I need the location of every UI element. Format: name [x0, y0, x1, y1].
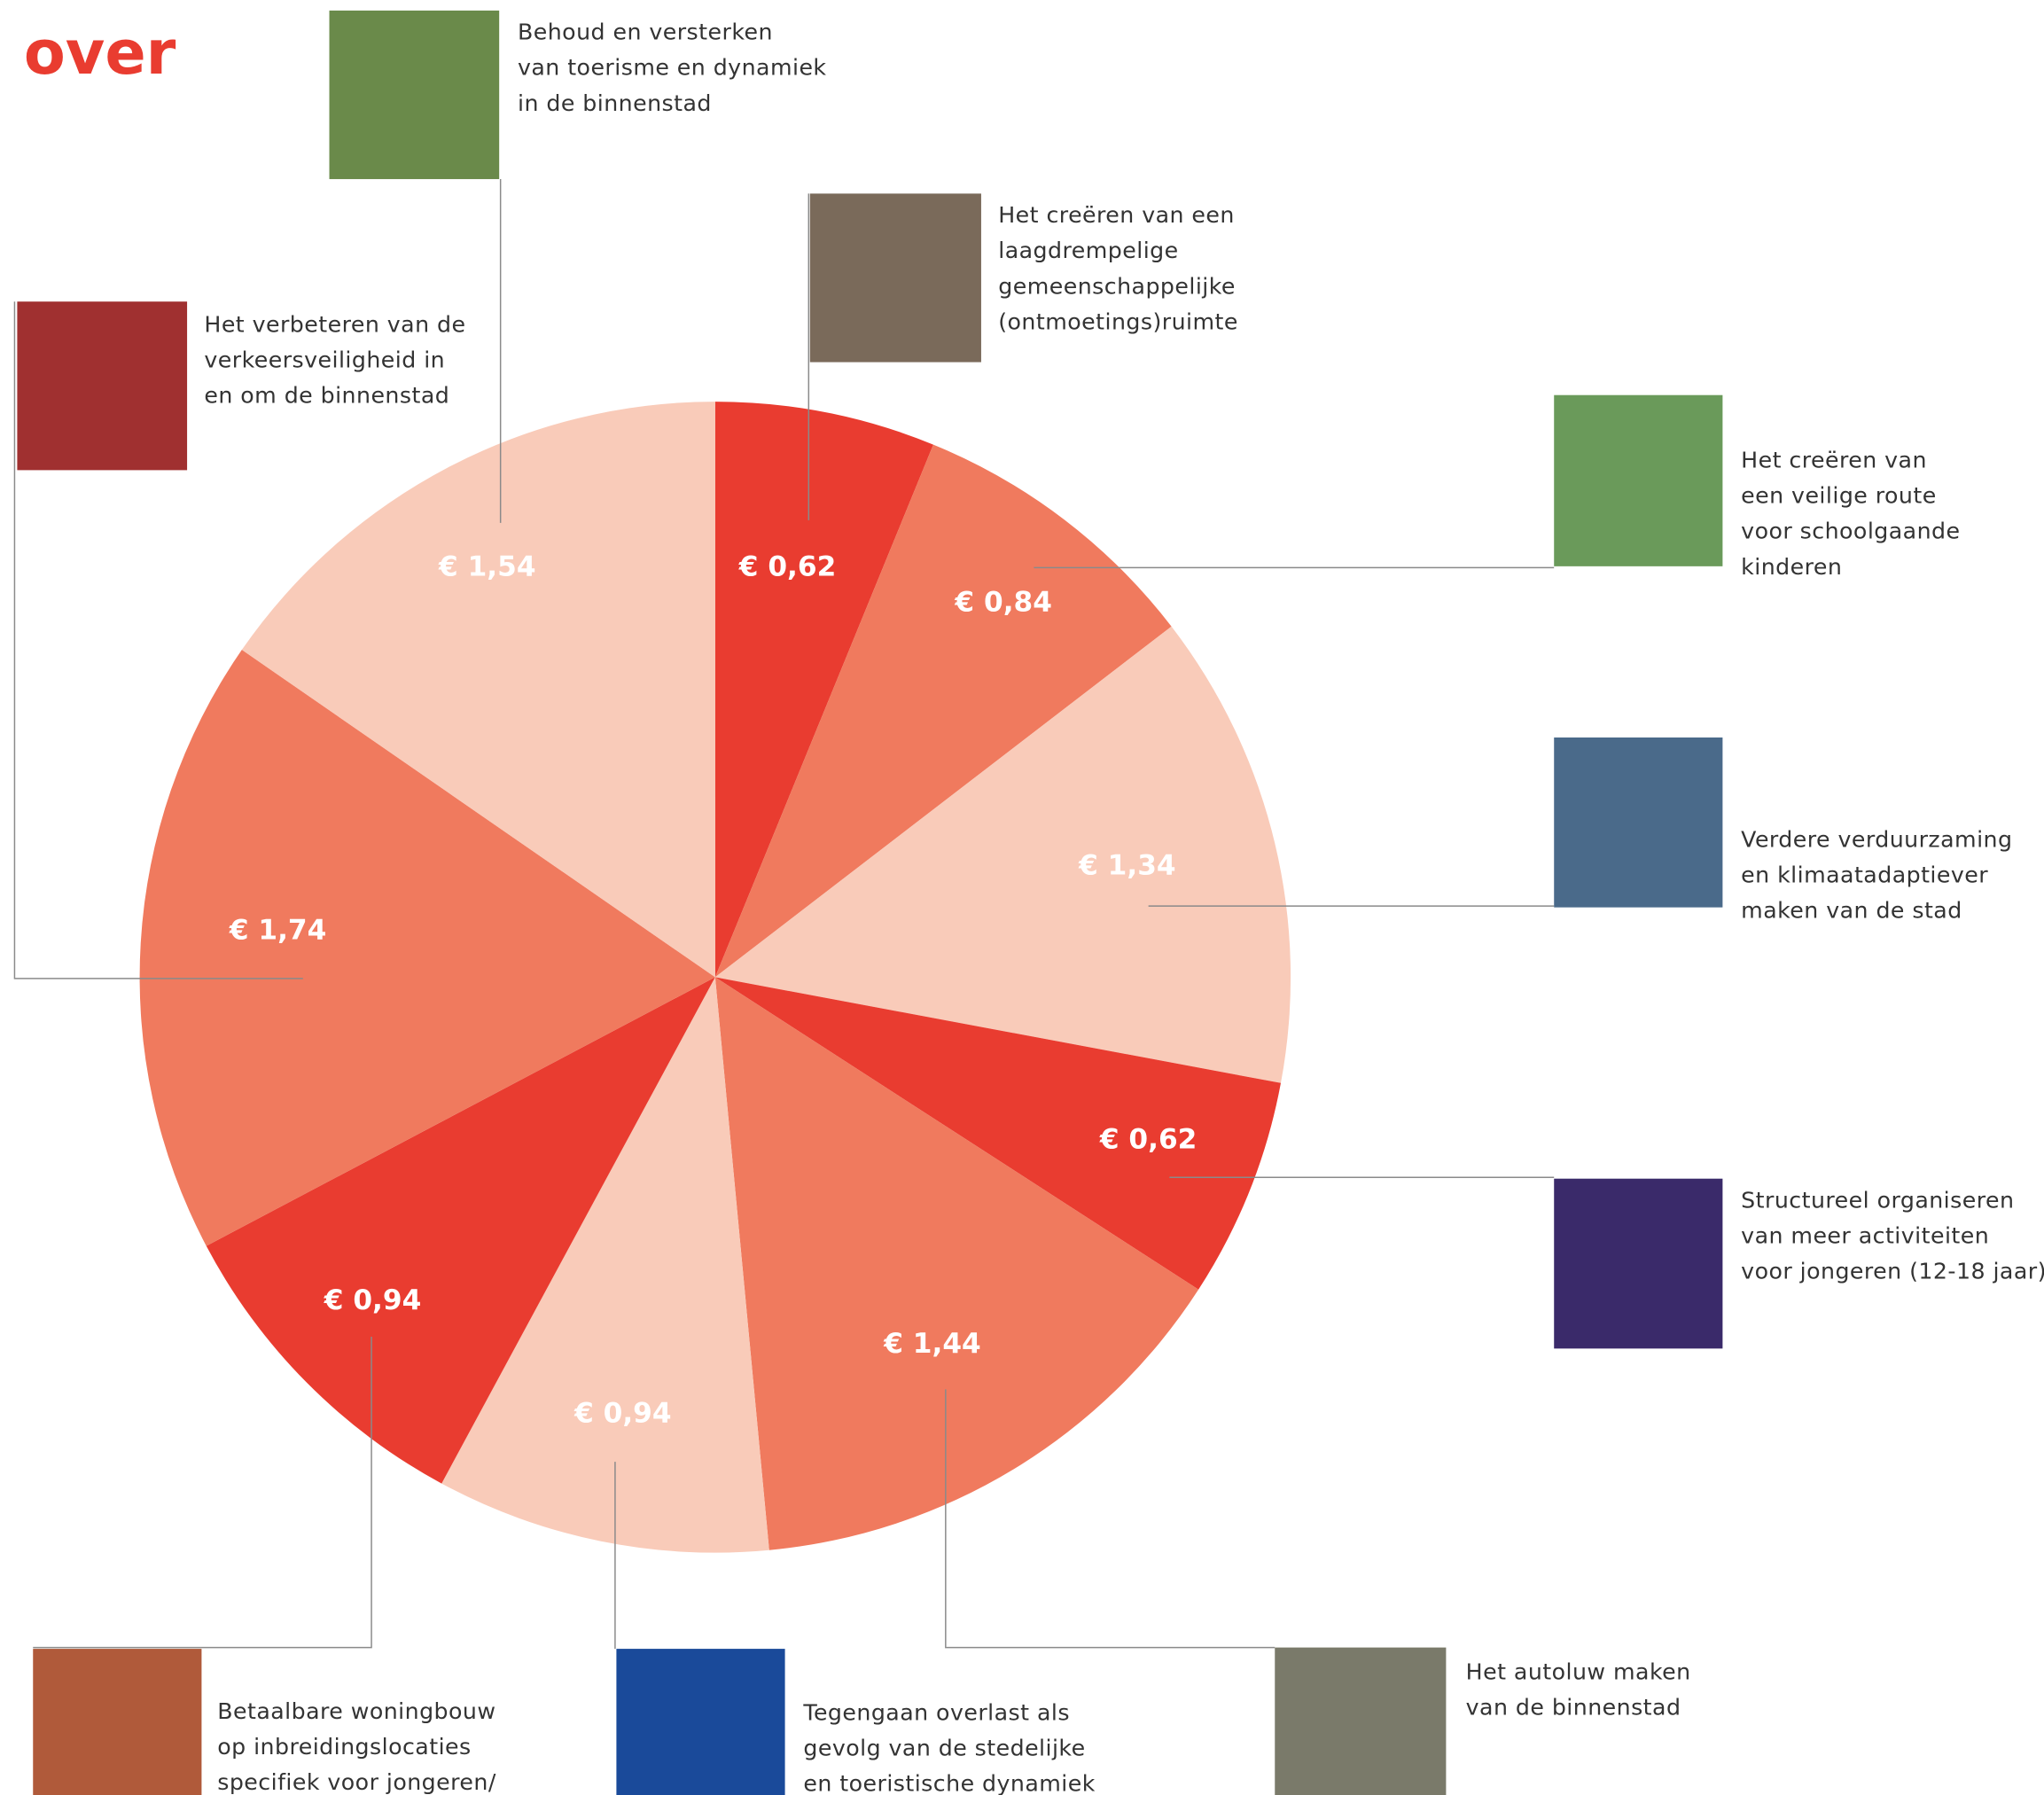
- value-label: € 0,94: [573, 1398, 672, 1430]
- chart-title: over: [24, 19, 176, 89]
- photo: [810, 193, 981, 362]
- value-label: € 0,94: [324, 1284, 422, 1316]
- photo: [1554, 738, 1722, 908]
- value-label: € 1,34: [1078, 850, 1176, 882]
- value-label: € 1,74: [229, 914, 327, 946]
- photo: [1554, 1179, 1722, 1349]
- value-label: € 0,62: [1099, 1124, 1198, 1156]
- value-label: € 0,84: [954, 586, 1052, 618]
- value-label: € 1,44: [883, 1328, 981, 1360]
- value-label: € 1,54: [438, 550, 536, 582]
- value-label: € 0,62: [738, 550, 837, 582]
- pie: [140, 402, 1291, 1552]
- photo: [1275, 1648, 1446, 1795]
- photo: [1554, 395, 1722, 566]
- photo: [330, 11, 500, 179]
- photo: [616, 1649, 784, 1795]
- chart: over € 0,62 Het creëren van eenlaagdrempe…: [0, 0, 2044, 1795]
- page: {"chart_data": {"type": "pie", "title": …: [0, 0, 2044, 1795]
- photo: [17, 301, 187, 470]
- photo: [33, 1649, 201, 1795]
